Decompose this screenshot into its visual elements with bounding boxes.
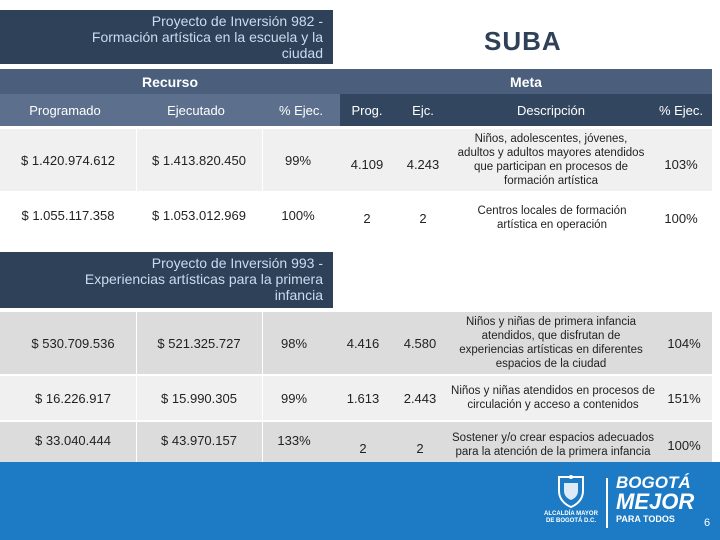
bogota-mejor-logo: BOGOTÁ MEJOR PARA TODOS: [616, 474, 696, 530]
col-ejecutado: Ejecutado: [130, 94, 262, 126]
row1-prog: 4.109: [350, 156, 384, 172]
row4-programado: $ 16.226.917: [35, 390, 111, 406]
project1-title-line1: Proyecto de Inversión 982 -: [151, 13, 323, 29]
row2-descripcion: Centros locales de formación artística e…: [477, 205, 627, 231]
seal-text-2: DE BOGOTÁ D.C.: [545, 518, 596, 524]
col-separator: [136, 129, 137, 243]
row3-programado: $ 530.709.536: [31, 335, 115, 351]
row2-prog: 2: [363, 210, 371, 226]
row1-pct-recurso: 99%: [284, 152, 312, 168]
row4-prog: 1.613: [346, 390, 380, 406]
locality-title: SUBA: [484, 26, 562, 56]
brand-line-2: MEJOR: [616, 489, 695, 514]
seal-text-1: ALCALDÍA MAYOR: [544, 511, 598, 517]
page-number: 6: [704, 517, 711, 529]
row1-pct-meta: 103%: [664, 156, 698, 172]
row3-prog: 4.416: [346, 335, 380, 351]
row3-ejc: 4.580: [403, 335, 437, 351]
project2-title-line1: Proyecto de Inversión 993 -: [151, 255, 323, 271]
row1-ejc: 4.243: [406, 156, 440, 172]
row5-descripcion: Sostener y/o crear espacios adecuados pa…: [452, 432, 655, 458]
col-separator: [136, 312, 137, 468]
row4-ejc: 2.443: [403, 390, 437, 406]
recurso-header: Recurso: [0, 69, 340, 94]
row1-programado: $ 1.420.974.612: [21, 152, 115, 168]
meta-header: Meta: [340, 69, 712, 94]
project2-title-line2: Experiencias artísticas para la primera: [84, 271, 323, 287]
row4-band: [0, 376, 712, 420]
row2-pct-recurso: 100%: [281, 207, 315, 223]
row3-pct-meta: 104%: [667, 335, 701, 351]
brand-line-3: PARA TODOS: [616, 514, 675, 524]
row1-band: [0, 129, 712, 191]
row4-descripcion: Niños y niñas atendidos en procesos de c…: [451, 385, 655, 411]
logo-divider: [606, 478, 608, 528]
row1-descripcion: Niños, adolescentes, jóvenes, adultos y …: [457, 133, 645, 187]
row3-ejecutado: $ 521.325.727: [157, 335, 241, 351]
row5-pct-recurso: 133%: [277, 432, 311, 448]
col-descripcion: Descripción: [452, 94, 650, 126]
row5-programado: $ 33.040.444: [35, 432, 111, 448]
project1-title-line2: Formación artística en la escuela y la: [91, 29, 323, 45]
footer-band: [0, 462, 720, 540]
row2-programado: $ 1.055.117.358: [21, 207, 115, 223]
project2-title-line3: infancia: [274, 287, 323, 303]
row5-band: [0, 422, 712, 468]
col-separator: [262, 129, 263, 243]
col-pct-ejec-meta: % Ejec.: [650, 94, 712, 126]
coat-of-arms-icon: [558, 475, 584, 508]
row2-band: [0, 193, 712, 243]
row3-band: [0, 312, 712, 374]
row5-prog: 2: [359, 440, 367, 456]
project1-title-line3: ciudad: [281, 45, 323, 61]
bogota-seal-logo: ALCALDÍA MAYOR DE BOGOTÁ D.C.: [540, 474, 602, 530]
row3-pct-recurso: 98%: [280, 335, 308, 351]
row2-ejecutado: $ 1.053.012.969: [152, 207, 246, 223]
project1-title-box: Proyecto de Inversión 982 - Formación ar…: [0, 10, 333, 64]
col-programado: Programado: [0, 94, 130, 126]
row5-ejecutado: $ 43.970.157: [161, 432, 237, 448]
row5-pct-meta: 100%: [667, 437, 701, 453]
row4-pct-recurso: 99%: [280, 390, 308, 406]
row1-ejecutado: $ 1.413.820.450: [152, 152, 246, 168]
brand-line-1: BOGOTÁ: [616, 473, 691, 492]
row2-pct-meta: 100%: [664, 210, 698, 226]
row5-ejc: 2: [416, 440, 424, 456]
row3-descripcion: Niños y niñas de primera infancia atendi…: [459, 316, 643, 370]
col-separator: [262, 312, 263, 468]
col-ejc: Ejc.: [394, 94, 452, 126]
row2-ejc: 2: [419, 210, 427, 226]
col-pct-ejec-recurso: % Ejec.: [262, 94, 340, 126]
row4-ejecutado: $ 15.990.305: [161, 390, 237, 406]
row4-pct-meta: 151%: [667, 390, 701, 406]
project2-title-box: Proyecto de Inversión 993 - Experiencias…: [0, 252, 333, 308]
col-prog: Prog.: [340, 94, 394, 126]
